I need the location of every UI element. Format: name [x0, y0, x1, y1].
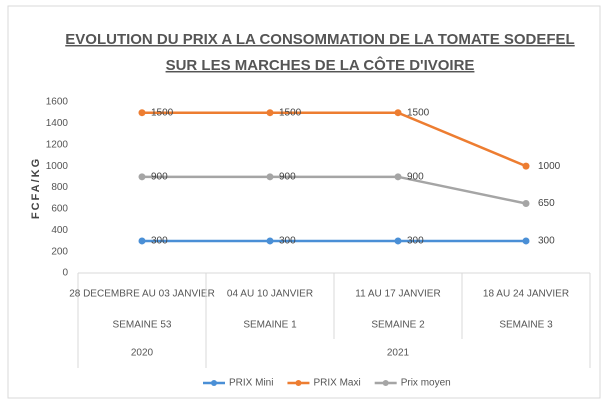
week-label: SEMAINE 2: [371, 320, 425, 331]
line: [142, 111, 527, 168]
week-label: SEMAINE 53: [113, 320, 172, 331]
year-label: 2020: [131, 348, 154, 359]
data-label: 900: [407, 171, 424, 182]
data-label: 650: [538, 198, 555, 209]
data-label: 300: [151, 236, 168, 247]
data-label: 300: [538, 236, 555, 247]
data-label: 300: [407, 236, 424, 247]
y-tick-label: 200: [51, 246, 68, 257]
marker: [394, 173, 402, 181]
marker: [266, 109, 274, 117]
y-tick-label: 0: [62, 268, 68, 279]
y-tick-label: 1200: [46, 139, 69, 150]
data-label: 1500: [407, 107, 430, 118]
y-tick-label: 1000: [46, 161, 69, 172]
x-tick-label: 11 AU 17 JANVIER: [355, 289, 440, 300]
data-label: 300: [279, 236, 296, 247]
marker: [522, 162, 530, 170]
data-label: 900: [279, 171, 296, 182]
data-label: 1500: [279, 107, 302, 118]
marker: [138, 109, 146, 117]
legend-swatch: [211, 380, 217, 386]
marker: [138, 237, 146, 245]
y-tick-label: 1600: [46, 97, 69, 108]
x-tick-label: 18 AU 24 JANVIER: [483, 289, 569, 300]
marker: [522, 237, 530, 245]
marker: [394, 109, 402, 117]
chart-frame: [7, 5, 601, 399]
marker: [394, 237, 402, 245]
legend-label: Prix moyen: [401, 378, 451, 389]
year-label: 2021: [387, 348, 410, 359]
legend-swatch: [382, 380, 389, 386]
chart-title: SUR LES MARCHES DE LA CÔTE D'IVOIRE: [166, 56, 475, 74]
y-tick-label: 400: [51, 225, 68, 236]
y-tick-label: 600: [51, 204, 68, 215]
chart-title: EVOLUTION DU PRIX A LA CONSOMMATION DE L…: [65, 31, 574, 48]
x-tick-label: 28 DECEMBRE AU 03 JANVIER: [69, 289, 215, 300]
legend-swatch: [295, 380, 302, 386]
week-label: SEMAINE 1: [243, 320, 297, 331]
week-label: SEMAINE 3: [499, 320, 553, 331]
marker: [522, 200, 530, 208]
data-label: 1000: [538, 161, 561, 172]
y-tick-label: 1400: [46, 118, 69, 129]
data-label: 900: [151, 171, 168, 182]
legend-label: PRIX Maxi: [313, 378, 360, 389]
marker: [266, 237, 274, 245]
legend-label: PRIX Mini: [229, 378, 273, 389]
y-tick-label: 800: [51, 182, 68, 193]
line: [142, 175, 527, 205]
data-label: 1500: [151, 107, 174, 118]
marker: [266, 173, 274, 181]
y-axis-label: FCFA/KG: [30, 157, 42, 219]
x-tick-label: 04 AU 10 JANVIER: [227, 289, 313, 300]
marker: [138, 173, 146, 181]
